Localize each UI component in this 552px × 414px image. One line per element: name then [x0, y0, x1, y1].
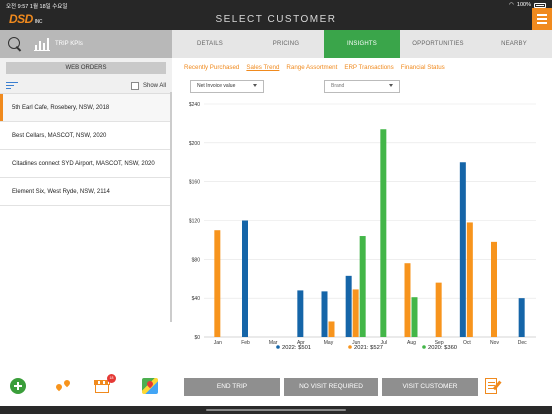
bar-jun-s0: [345, 275, 352, 337]
bar-feb-s0: [242, 220, 248, 337]
x-tick-label: May: [324, 340, 334, 346]
tab-bar: DETAILS PRICING INSIGHTS OPPORTUNITIES N…: [172, 30, 552, 58]
customer-sidebar: TRIP KPIs WEB ORDERS Show All 5th Earl C…: [0, 30, 172, 406]
battery-icon: [534, 2, 546, 8]
brand-select[interactable]: Brand: [324, 80, 400, 93]
legend-entry: 2021: $527: [354, 345, 383, 351]
sort-icon[interactable]: [6, 81, 18, 90]
y-tick-label: $120: [189, 219, 200, 225]
no-visit-required-button[interactable]: NO VISIT REQUIRED: [284, 378, 378, 396]
bar-oct-s1: [466, 222, 473, 337]
y-tick-label: $80: [192, 257, 201, 263]
bar-chart-icon: [34, 37, 50, 51]
tab-pricing[interactable]: PRICING: [272, 41, 300, 47]
wifi-icon: ◠: [509, 2, 514, 8]
note-edit-icon[interactable]: [484, 376, 502, 396]
search-icon[interactable]: [6, 35, 24, 53]
trip-kpis-label: TRIP KPIs: [55, 41, 83, 47]
tab-insights[interactable]: INSIGHTS: [324, 30, 400, 58]
bar-may-s1: [328, 321, 335, 337]
tab-details[interactable]: DETAILS: [197, 41, 223, 47]
tab-nearby[interactable]: NEARBY: [501, 41, 527, 47]
add-customer-icon[interactable]: [10, 378, 26, 394]
bar-jul-s2: [380, 129, 387, 337]
y-tick-label: $200: [189, 141, 200, 147]
bar-dec-s0: [518, 298, 525, 337]
bar-aug-s1: [404, 263, 411, 337]
subtab-financial-status[interactable]: Financial Status: [400, 64, 445, 71]
x-tick-label: Jun: [352, 340, 360, 346]
app-logo: DSD INC: [9, 12, 42, 26]
subtab-erp-transactions[interactable]: ERP Transactions: [344, 64, 394, 71]
y-tick-label: $160: [189, 180, 200, 186]
action-bar: END TRIP NO VISIT REQUIRED VISIT CUSTOME…: [172, 376, 552, 398]
web-orders-wrap: WEB ORDERS: [0, 58, 172, 78]
legend-marker: [422, 345, 426, 349]
subtab-sales-trend[interactable]: Sales Trend: [246, 64, 280, 71]
bar-jun-s1: [352, 289, 359, 337]
bar-aug-s2: [411, 297, 418, 337]
x-tick-label: Nov: [490, 340, 499, 346]
x-tick-label: Aug: [407, 340, 416, 346]
sort-row: Show All: [0, 78, 172, 94]
chart-svg: $240 $200 $160 $120 $80 $40 $0 Jan Feb Mar Apr May J…: [189, 102, 536, 351]
x-tick-label: Dec: [518, 340, 527, 346]
title-bar: 오전 9:57 1월 18일 수요일 ◠ 100% DSD INC SELECT …: [0, 0, 552, 30]
legend-entry: 2022: $501: [282, 345, 311, 351]
bar-jun-s2: [359, 236, 366, 337]
legend-marker: [276, 345, 280, 349]
main-panel: DETAILS PRICING INSIGHTS OPPORTUNITIES N…: [172, 30, 552, 406]
sidebar-toolbar: 18: [0, 368, 172, 406]
trip-kpis-button[interactable]: TRIP KPIs: [34, 37, 83, 51]
web-orders-button[interactable]: WEB ORDERS: [6, 62, 166, 74]
subtab-recently-purchased[interactable]: Recently Purchased: [184, 64, 240, 71]
end-trip-button[interactable]: END TRIP: [184, 378, 280, 396]
x-tick-label: Jul: [381, 340, 387, 346]
map-pins-icon[interactable]: [54, 378, 72, 394]
list-item[interactable]: Element Six, West Ryde, NSW, 2114: [0, 178, 172, 206]
tab-opportunities[interactable]: OPPORTUNITIES: [412, 41, 464, 47]
metric-select[interactable]: Net Invoice value: [190, 80, 264, 93]
bar-may-s0: [321, 291, 328, 337]
insight-subtabs: Recently Purchased Sales Trend Range Ass…: [184, 64, 445, 71]
google-maps-icon[interactable]: [142, 378, 158, 394]
status-right: ◠ 100%: [509, 2, 546, 8]
home-indicator: [0, 406, 552, 414]
bar-oct-s0: [459, 162, 466, 337]
x-tick-label: Oct: [463, 340, 471, 346]
x-tick-label: Jan: [214, 340, 222, 346]
show-all-checkbox[interactable]: [130, 81, 139, 90]
menu-button[interactable]: [532, 8, 552, 30]
y-tick-label: $240: [189, 102, 200, 108]
page-title: SELECT CUSTOMER: [215, 14, 337, 25]
x-tick-label: Feb: [241, 340, 250, 346]
list-item[interactable]: 5th Earl Cafe, Rosebery, NSW, 2018: [0, 94, 172, 122]
scrollbar[interactable]: [170, 92, 172, 322]
battery-level: 100%: [516, 2, 531, 8]
y-tick-label: $0: [194, 335, 200, 341]
bar-jan-s1: [214, 230, 221, 337]
visit-customer-button[interactable]: VISIT CUSTOMER: [382, 378, 478, 396]
store-badge: 18: [107, 374, 116, 383]
sidebar-header: TRIP KPIs: [0, 30, 172, 58]
sales-trend-chart: $240 $200 $160 $120 $80 $40 $0 Jan Feb Mar Apr May J…: [172, 98, 552, 358]
legend-marker: [348, 345, 352, 349]
customer-list: 5th Earl Cafe, Rosebery, NSW, 2018 Best …: [0, 94, 172, 206]
list-item[interactable]: Best Cellars, MASCOT, NSW, 2020: [0, 122, 172, 150]
x-tick-label: Apr: [297, 340, 305, 346]
subtab-range-assortment[interactable]: Range Assortment: [286, 64, 338, 71]
list-item[interactable]: Citadines connect SYD Airport, MASCOT, N…: [0, 150, 172, 178]
y-tick-label: $40: [192, 296, 201, 302]
x-tick-label: Mar: [269, 340, 278, 346]
bar-nov-s1: [491, 241, 497, 337]
show-all-toggle[interactable]: Show All: [130, 81, 166, 90]
x-tick-label: Sep: [435, 340, 444, 346]
store-icon[interactable]: 18: [94, 374, 116, 394]
legend-entry: 2020: $360: [428, 345, 457, 351]
show-all-label: Show All: [142, 82, 166, 89]
bar-sep-s1: [435, 282, 442, 337]
bar-apr-s0: [297, 290, 304, 337]
status-time: 오전 9:57 1월 18일 수요일: [6, 4, 68, 10]
